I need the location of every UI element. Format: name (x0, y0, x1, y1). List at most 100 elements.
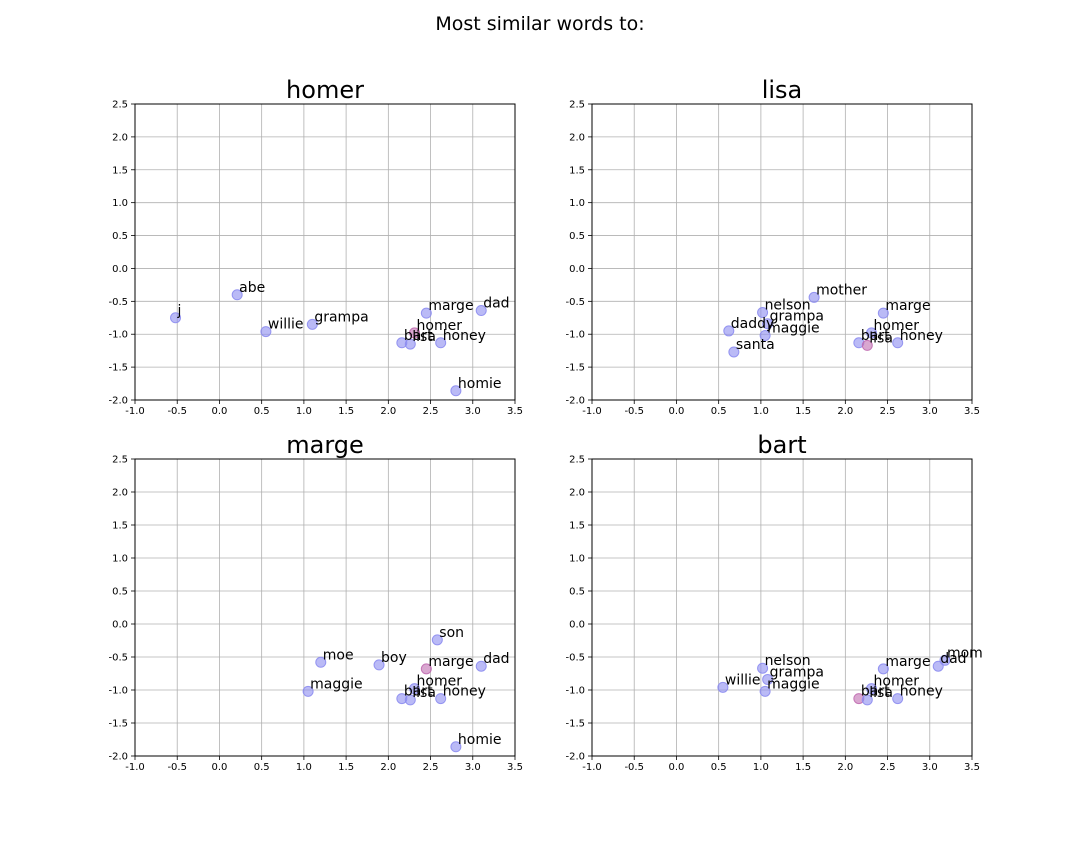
x-tick-label: 1.5 (795, 406, 811, 417)
point-honey (892, 337, 904, 349)
subplot-title: marge (286, 431, 364, 459)
y-tick-label: 0.0 (112, 620, 128, 631)
y-tick-label: -1.5 (565, 363, 585, 374)
point-label-mother: mother (816, 282, 867, 298)
point-label-dad: dad (483, 651, 509, 667)
point-label-daddy: daddy (731, 316, 775, 332)
point-label-honey: honey (900, 328, 943, 344)
point-label-boy: boy (381, 650, 407, 666)
point-lisa (404, 694, 416, 706)
y-tick-label: -0.5 (108, 297, 128, 308)
point-label-honey: honey (443, 684, 486, 700)
x-tick-label: 3.0 (465, 762, 481, 773)
point-marge (420, 307, 432, 319)
point-homie (450, 741, 462, 753)
x-tick-label: 0.5 (254, 406, 270, 417)
subplot-bart: -1.0 -0.5 0.0 0.5 1.0 1.5 2.0 2.5 3.0 3.5 -2.0 -1.5… (565, 431, 982, 773)
x-tick-label: -1.0 (125, 406, 145, 417)
y-tick-label: -1.0 (565, 330, 585, 341)
y-tick-label: 2.0 (569, 488, 585, 499)
point-maggie (759, 330, 771, 342)
point-santa (728, 346, 740, 358)
subplot-lisa: -1.0 -0.5 0.0 0.5 1.0 1.5 2.0 2.5 3.0 3.5 -2.0 -1.5… (565, 76, 979, 417)
x-tick-label: -1.0 (582, 762, 602, 773)
x-tick-label: 0.5 (711, 762, 727, 773)
point-label-homie: homie (458, 732, 502, 748)
x-tick-label: 3.5 (507, 406, 523, 417)
point-label-lisa: lisa (412, 329, 436, 345)
point-nelson (757, 307, 769, 319)
point-marge (877, 307, 889, 319)
y-tick-label: 2.0 (112, 488, 128, 499)
x-tick-label: 2.0 (380, 762, 396, 773)
point-honey (435, 693, 447, 705)
point-label-moe: moe (323, 647, 354, 663)
point-label-bart: bart (861, 328, 890, 344)
point-mother (808, 291, 820, 303)
point-label-bart: bart (404, 684, 433, 700)
y-tick-label: -2.0 (108, 752, 128, 763)
point-homer (866, 683, 878, 695)
x-tick-label: 0.5 (254, 762, 270, 773)
point-label-bart: bart (404, 328, 433, 344)
point-label-homer: homer (417, 318, 463, 334)
point-j (170, 312, 182, 324)
point-willie (717, 681, 729, 693)
point-label-homer: homer (874, 674, 920, 690)
point-label-marge: marge (428, 298, 473, 314)
x-tick-label: -0.5 (167, 762, 187, 773)
x-tick-label: 3.5 (507, 762, 523, 773)
point-grampa (762, 673, 774, 685)
y-tick-label: -0.5 (108, 653, 128, 664)
point-label-dad: dad (940, 651, 966, 667)
y-tick-label: 2.0 (112, 132, 128, 143)
y-tick-label: 2.0 (569, 132, 585, 143)
point-moe (315, 656, 327, 668)
point-label-homie: homie (458, 376, 502, 392)
y-tick-label: 2.5 (569, 100, 585, 111)
point-homer (409, 683, 421, 695)
point-abe (231, 289, 243, 301)
x-tick-label: 2.5 (880, 762, 896, 773)
y-tick-label: -1.5 (565, 719, 585, 730)
y-tick-label: 2.5 (569, 455, 585, 466)
y-tick-label: -2.0 (108, 396, 128, 407)
x-tick-label: -0.5 (624, 406, 644, 417)
point-grampa (762, 318, 774, 330)
point-label-maggie: maggie (310, 676, 363, 692)
y-tick-label: -1.5 (108, 363, 128, 374)
point-label-grampa: grampa (314, 309, 368, 325)
x-tick-label: 0.0 (211, 762, 227, 773)
point-label-lisa: lisa (869, 685, 893, 701)
point-label-homer: homer (417, 674, 463, 690)
point-lisa (861, 694, 873, 706)
y-tick-label: 1.5 (112, 521, 128, 532)
point-label-dad: dad (483, 296, 509, 312)
point-label-marge: marge (885, 654, 930, 670)
y-tick-label: 1.5 (569, 521, 585, 532)
y-tick-label: -1.0 (108, 686, 128, 697)
y-tick-label: -1.5 (108, 719, 128, 730)
axes-frame (591, 103, 973, 401)
point-label-lisa: lisa (412, 685, 436, 701)
x-tick-label: 1.0 (753, 406, 769, 417)
y-tick-label: -0.5 (565, 297, 585, 308)
y-tick-label: 1.0 (569, 554, 585, 565)
x-tick-label: 0.5 (711, 406, 727, 417)
point-label-nelson: nelson (765, 653, 811, 669)
y-tick-label: 0.5 (569, 587, 585, 598)
x-tick-label: 0.0 (668, 406, 684, 417)
point-label-maggie: maggie (767, 676, 820, 692)
y-tick-label: 0.0 (569, 620, 585, 631)
x-tick-label: 2.0 (837, 406, 853, 417)
x-tick-label: 1.0 (296, 406, 312, 417)
point-label-homer: homer (874, 318, 920, 334)
point-label-bart: bart (861, 684, 890, 700)
point-label-mom: mom (947, 645, 983, 661)
point-lisa (404, 338, 416, 350)
point-label-marge: marge (428, 654, 473, 670)
x-tick-label: 1.0 (296, 762, 312, 773)
y-tick-label: -2.0 (565, 396, 585, 407)
point-honey (435, 337, 447, 349)
